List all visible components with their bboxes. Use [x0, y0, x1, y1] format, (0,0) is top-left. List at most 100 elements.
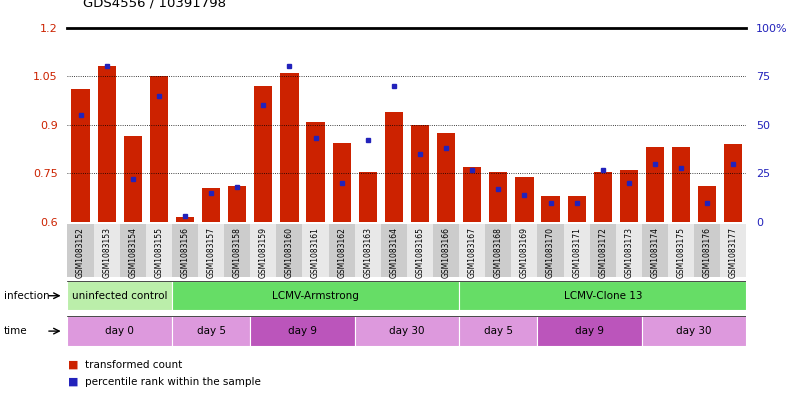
Bar: [120, 224, 146, 277]
Bar: [642, 316, 746, 346]
Bar: [463, 167, 481, 222]
Text: time: time: [4, 326, 28, 336]
Bar: [67, 224, 94, 277]
Text: day 9: day 9: [575, 326, 604, 336]
Bar: [329, 224, 355, 277]
Bar: [254, 86, 272, 222]
Text: ■: ■: [67, 377, 78, 387]
Text: GSM1083156: GSM1083156: [180, 227, 190, 278]
Text: GSM1083174: GSM1083174: [650, 227, 660, 278]
Text: day 30: day 30: [389, 326, 425, 336]
Bar: [202, 188, 220, 222]
Bar: [303, 224, 329, 277]
Bar: [276, 224, 303, 277]
Bar: [620, 170, 638, 222]
Text: day 5: day 5: [197, 326, 225, 336]
Text: GSM1083168: GSM1083168: [494, 227, 503, 277]
Bar: [67, 281, 172, 310]
Bar: [433, 224, 459, 277]
Bar: [172, 224, 198, 277]
Text: day 5: day 5: [484, 326, 513, 336]
Text: day 9: day 9: [288, 326, 317, 336]
Text: GSM1083167: GSM1083167: [468, 227, 476, 278]
Text: day 0: day 0: [106, 326, 134, 336]
Bar: [594, 172, 612, 222]
Text: transformed count: transformed count: [85, 360, 182, 370]
Bar: [616, 224, 642, 277]
Text: GSM1083152: GSM1083152: [76, 227, 85, 277]
Bar: [698, 186, 716, 222]
Bar: [515, 177, 534, 222]
Text: GSM1083165: GSM1083165: [415, 227, 425, 278]
Bar: [381, 224, 407, 277]
Text: infection: infection: [4, 291, 49, 301]
Text: uninfected control: uninfected control: [72, 291, 168, 301]
Bar: [306, 121, 325, 222]
Bar: [172, 316, 250, 346]
Bar: [198, 224, 224, 277]
Bar: [668, 224, 694, 277]
Bar: [280, 73, 299, 222]
Bar: [410, 125, 429, 222]
Bar: [355, 316, 459, 346]
Bar: [672, 147, 690, 222]
Text: GSM1083163: GSM1083163: [364, 227, 372, 278]
Bar: [98, 66, 116, 222]
Text: GSM1083153: GSM1083153: [102, 227, 111, 278]
Bar: [359, 172, 377, 222]
Bar: [694, 224, 720, 277]
Bar: [542, 196, 560, 222]
Bar: [459, 224, 485, 277]
Bar: [250, 224, 276, 277]
Bar: [150, 76, 168, 222]
Bar: [564, 224, 590, 277]
Text: GSM1083170: GSM1083170: [546, 227, 555, 278]
Bar: [250, 316, 355, 346]
Bar: [67, 316, 172, 346]
Bar: [385, 112, 403, 222]
Bar: [124, 136, 142, 222]
Bar: [333, 143, 351, 222]
Text: GSM1083166: GSM1083166: [441, 227, 450, 278]
Text: day 30: day 30: [676, 326, 712, 336]
Text: GSM1083164: GSM1083164: [389, 227, 399, 278]
Bar: [172, 281, 459, 310]
Text: GSM1083171: GSM1083171: [572, 227, 581, 277]
Bar: [94, 224, 120, 277]
Bar: [224, 224, 250, 277]
Bar: [175, 217, 194, 222]
Bar: [228, 186, 246, 222]
Bar: [459, 281, 746, 310]
Text: GSM1083176: GSM1083176: [703, 227, 711, 278]
Bar: [642, 224, 668, 277]
Bar: [724, 144, 742, 222]
Text: GSM1083173: GSM1083173: [624, 227, 634, 278]
Bar: [71, 89, 90, 222]
Text: GSM1083155: GSM1083155: [154, 227, 164, 278]
Text: GSM1083175: GSM1083175: [676, 227, 685, 278]
Bar: [489, 172, 507, 222]
Text: LCMV-Clone 13: LCMV-Clone 13: [564, 291, 642, 301]
Bar: [538, 316, 642, 346]
Text: GSM1083154: GSM1083154: [129, 227, 137, 278]
Text: GSM1083157: GSM1083157: [206, 227, 216, 278]
Bar: [590, 224, 616, 277]
Text: GSM1083172: GSM1083172: [598, 227, 607, 277]
Text: GSM1083162: GSM1083162: [337, 227, 346, 277]
Text: GSM1083158: GSM1083158: [233, 227, 241, 277]
Bar: [407, 224, 433, 277]
Bar: [720, 224, 746, 277]
Text: GSM1083159: GSM1083159: [259, 227, 268, 278]
Bar: [146, 224, 172, 277]
Text: LCMV-Armstrong: LCMV-Armstrong: [272, 291, 359, 301]
Bar: [511, 224, 538, 277]
Text: GSM1083161: GSM1083161: [311, 227, 320, 277]
Text: GSM1083169: GSM1083169: [520, 227, 529, 278]
Bar: [437, 133, 455, 222]
Text: ■: ■: [67, 360, 78, 370]
Bar: [459, 316, 538, 346]
Text: percentile rank within the sample: percentile rank within the sample: [85, 377, 261, 387]
Bar: [485, 224, 511, 277]
Bar: [355, 224, 381, 277]
Text: GDS4556 / 10391798: GDS4556 / 10391798: [83, 0, 226, 10]
